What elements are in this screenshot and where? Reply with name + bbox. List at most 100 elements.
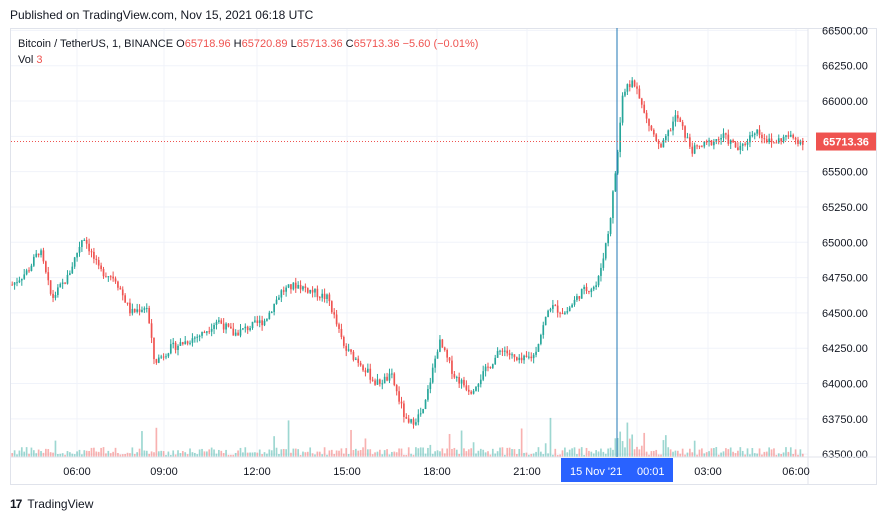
candle-body	[290, 284, 292, 290]
candle-body	[525, 355, 528, 357]
volume-bar	[316, 451, 319, 457]
volume-bar	[681, 448, 684, 457]
candle-body	[28, 270, 30, 272]
candle-body	[189, 342, 191, 344]
high-value: 65720.89	[241, 38, 288, 50]
candle-body	[431, 367, 434, 383]
candle-body	[667, 130, 670, 137]
volume-bar	[513, 449, 516, 457]
volume-bar	[511, 449, 513, 457]
volume-bar	[715, 447, 718, 457]
candle-body	[273, 303, 275, 312]
volume-bar	[328, 450, 331, 457]
volume-bar	[138, 448, 141, 457]
tradingview-logo-icon[interactable]: 17	[10, 497, 22, 511]
volume-bar	[347, 454, 350, 457]
symbol-label[interactable]: Bitcoin / TetherUS, 1, BINANCE	[18, 38, 174, 50]
volume-bar	[244, 447, 247, 457]
candle-body	[242, 328, 244, 330]
volume-bar	[787, 451, 790, 457]
volume-bar	[47, 449, 50, 457]
volume-bar	[11, 453, 14, 457]
candle-body	[633, 80, 636, 87]
volume-bar	[359, 450, 362, 457]
volume-bar	[600, 448, 602, 457]
candle-body	[573, 299, 576, 305]
volume-bar	[489, 454, 492, 457]
price-tick-label: 63500.00	[822, 449, 868, 461]
volume-bar	[417, 448, 420, 457]
volume-bar	[246, 452, 249, 457]
volume-bar	[201, 448, 203, 457]
candle-body	[54, 294, 57, 298]
candle-body	[410, 419, 412, 423]
candle-body	[112, 276, 114, 279]
candle-body	[90, 251, 93, 253]
time-tick-label: 06:00	[782, 466, 810, 478]
volume-bar	[287, 420, 290, 457]
candle-body	[342, 337, 345, 346]
volume-bar	[669, 449, 672, 457]
volume-bar	[571, 448, 573, 457]
candle-body	[756, 129, 758, 134]
volume-bar	[626, 422, 629, 457]
price-tick-label: 66500.00	[822, 25, 868, 37]
volume-bar	[638, 449, 641, 457]
volume-bar	[609, 447, 612, 457]
volume-bar	[458, 453, 461, 457]
low-value: 65713.36	[296, 38, 343, 50]
published-text: Published on TradingView.com, Nov 15, 20…	[10, 8, 314, 22]
candle-body	[174, 342, 177, 350]
time-tick-label: 12:00	[243, 466, 271, 478]
volume-bar	[28, 453, 30, 457]
volume-bar	[78, 449, 81, 457]
candle-body	[398, 391, 400, 402]
volume-bar	[282, 448, 285, 457]
candle-body	[261, 320, 263, 326]
volume-bar	[391, 451, 393, 457]
volume-bar	[129, 453, 131, 457]
candle-body	[566, 311, 569, 313]
volume-bar	[720, 452, 722, 457]
candle-body	[614, 173, 617, 192]
candle-body	[686, 137, 689, 139]
volume-bars	[11, 417, 804, 457]
volume-bar	[177, 450, 179, 457]
candle-body	[309, 289, 312, 293]
candle-body	[371, 379, 374, 381]
volume-bar	[102, 447, 105, 457]
volume-bar	[797, 454, 799, 457]
candle-body	[376, 379, 379, 385]
candle-body	[381, 383, 384, 385]
volume-bar	[487, 451, 489, 457]
volume-bar	[297, 449, 300, 457]
candle-body	[83, 239, 86, 241]
open-label: O	[176, 38, 185, 50]
volume-bar	[395, 452, 398, 457]
candle-body	[564, 312, 566, 314]
candle-body	[487, 366, 489, 368]
volume-bar	[501, 447, 504, 457]
candle-body	[400, 401, 403, 404]
candle-body	[239, 329, 242, 336]
volume-bar	[662, 440, 665, 457]
candle-body	[799, 140, 802, 144]
volume-bar	[506, 447, 509, 457]
candle-body	[612, 191, 614, 219]
candle-body	[45, 261, 47, 273]
volume-bar	[648, 454, 650, 457]
volume-bar	[499, 447, 501, 457]
volume-bar	[761, 454, 763, 457]
candle-body	[386, 376, 388, 381]
volume-bar	[225, 449, 227, 457]
candle-body	[251, 321, 254, 329]
volume-bar	[52, 452, 54, 457]
volume-bar	[439, 451, 441, 457]
candle-body	[578, 296, 581, 299]
brand-name[interactable]: TradingView	[27, 497, 94, 511]
volume-bar	[674, 450, 677, 457]
candle-body	[650, 125, 653, 130]
volume-bar	[311, 453, 314, 457]
volume-label[interactable]: Vol	[18, 54, 34, 66]
